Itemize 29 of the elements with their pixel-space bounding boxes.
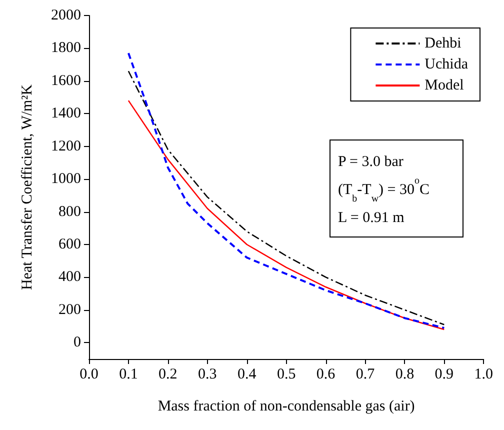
y-tick-label: 400	[58, 269, 81, 286]
x-tick-label: 0.3	[198, 366, 217, 382]
x-axis-title: Mass fraction of non-condensable gas (air)	[158, 398, 415, 414]
legend-label: Model	[424, 78, 464, 94]
x-tick-label: 0.1	[119, 366, 138, 382]
y-tick-label: 0	[74, 334, 81, 351]
y-tick-label: 200	[58, 302, 81, 318]
x-tick-label: 0.6	[316, 366, 336, 382]
x-tick-label: 0.2	[158, 366, 178, 382]
y-tick-label: 1200	[51, 138, 81, 154]
annotation: P = 3.0 bar	[338, 154, 404, 170]
annotation: L = 0.91 m	[338, 210, 405, 226]
y-tick-label: 800	[58, 204, 81, 220]
y-tick-label: 600	[58, 236, 81, 252]
x-tick-label: 0.0	[80, 366, 98, 382]
legend-label: Uchida	[424, 56, 468, 72]
x-tick-label: 0.9	[434, 366, 454, 382]
x-tick-label: 0.7	[356, 366, 376, 382]
y-tick-label: 1800	[51, 40, 81, 56]
x-tick-label: 0.4	[237, 366, 257, 382]
y-tick-label: 2000	[51, 8, 81, 24]
x-tick-label: 0.8	[395, 366, 414, 382]
x-tick-label: 1.0	[474, 366, 493, 382]
y-tick-label: 1600	[51, 72, 81, 89]
y-tick-label: 1400	[51, 106, 81, 122]
y-axis-title: Heat Transfer Coefficient, W/m²K	[20, 84, 36, 290]
legend-label: Dehbi	[424, 36, 462, 52]
x-tick-label: 0.5	[276, 366, 296, 382]
y-tick-label: 1000	[51, 171, 81, 188]
